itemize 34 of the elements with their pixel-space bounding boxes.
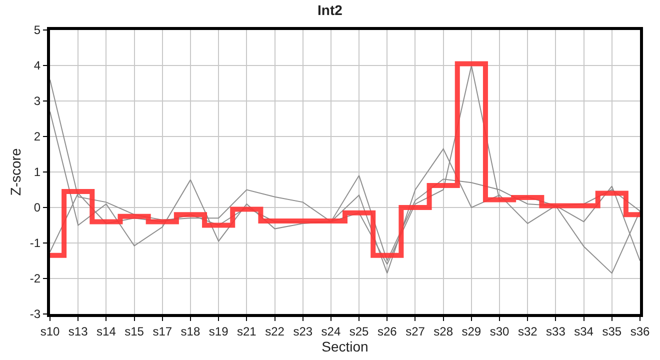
x-tick-label: s13: [68, 324, 88, 338]
x-tick-label: s30: [490, 324, 510, 338]
x-tick-label: s34: [574, 324, 594, 338]
x-tick-label: s19: [208, 324, 229, 338]
y-tick-label: -2: [30, 272, 41, 286]
x-tick-label: s21: [236, 324, 257, 338]
x-tick-label: s33: [546, 324, 566, 338]
y-tick-label: 3: [34, 94, 41, 108]
x-tick-label: s15: [124, 324, 144, 338]
x-tick-label: s35: [602, 324, 622, 338]
y-tick-label: -3: [30, 307, 41, 322]
x-tick-label: s10: [40, 324, 60, 338]
x-tick-label: s22: [265, 324, 285, 338]
x-axis-title: Section: [322, 338, 368, 354]
y-tick-label: 2: [34, 130, 41, 144]
x-tick-label: s28: [434, 324, 454, 338]
x-tick-label: s26: [377, 324, 398, 338]
y-tick-label: 5: [34, 23, 41, 38]
x-tick-label: s27: [406, 324, 426, 338]
x-tick-label: s32: [518, 324, 538, 338]
x-tick-label: s14: [96, 324, 116, 338]
x-tick-label: s17: [152, 324, 172, 338]
y-tick-label: 1: [34, 165, 41, 180]
x-tick-label: s36: [630, 324, 650, 338]
y-axis-title: Z-score: [8, 148, 24, 196]
x-tick-label: s29: [462, 324, 482, 338]
x-tick-label: s24: [321, 324, 341, 338]
y-tick-label: 4: [34, 58, 41, 73]
y-tick-label: -1: [30, 236, 41, 250]
chart-title: Int2: [318, 2, 343, 18]
x-tick-label: s18: [180, 324, 200, 338]
y-tick-label: 0: [34, 200, 41, 215]
x-tick-label: s25: [349, 324, 370, 338]
x-tick-label: s23: [293, 324, 313, 338]
